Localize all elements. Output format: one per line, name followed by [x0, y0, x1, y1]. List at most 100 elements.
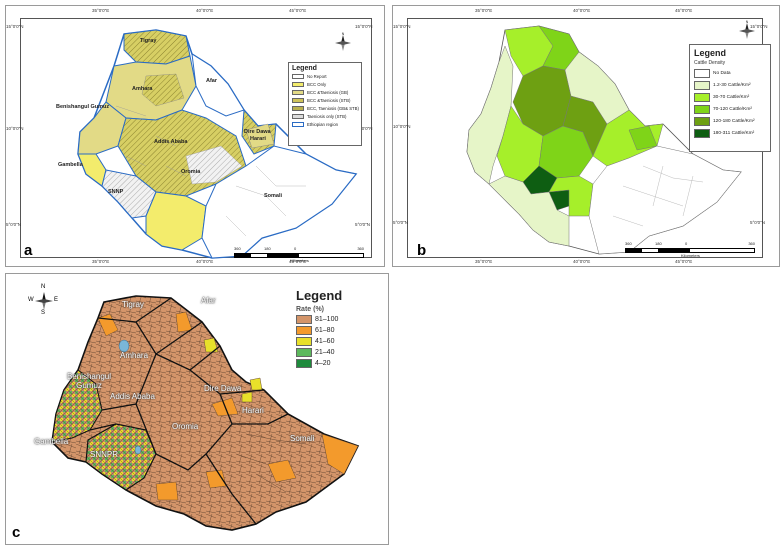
compass-a: N	[334, 32, 352, 54]
label-dire-dawa-a: Dire Dawa	[244, 129, 271, 135]
zone-yellow-1	[203, 337, 219, 353]
scale-tick-b-4: 360	[748, 241, 755, 246]
panel_b-legend-label: 180-311 Cattle/Km²	[713, 131, 755, 136]
panel_b-legend-item: 1.2-30 Cattle/Km²	[694, 81, 766, 90]
zone-orange-6	[155, 481, 179, 501]
coord-top-2-b: 40°0'0"E	[573, 8, 591, 13]
coord-top-3: 45°0'0"E	[289, 8, 307, 13]
coord-top-1: 35°0'0"E	[92, 8, 110, 13]
panel_c-legend-label: 61–80	[315, 327, 335, 334]
region-south-oromia-a	[145, 191, 207, 251]
mixed-snnpr-c	[85, 423, 157, 491]
label-snnpr-c: SNNPR	[90, 450, 119, 459]
panel_b-legend-item: 180-311 Cattle/Km²	[694, 129, 766, 138]
legend-subtitle-c: Rate (%)	[296, 306, 325, 313]
region-harari-a	[245, 123, 275, 149]
panel-letter-a: a	[24, 242, 33, 259]
panel_b-legend-swatch	[694, 69, 710, 78]
coord-right-1-b: 15°0'0"N	[750, 24, 768, 29]
panel_a-legend-item: Ethiopian region	[292, 122, 358, 127]
lake-south-c	[134, 445, 142, 455]
coord-bottom-3-b: 45°0'0"E	[675, 259, 693, 264]
compass-s-c: S	[41, 310, 46, 316]
panel_a-legend-swatch	[292, 90, 304, 95]
ethiopia-map-a	[77, 29, 358, 259]
coord-bottom-1-b: 35°0'0"E	[475, 259, 493, 264]
label-afar-c: Afar	[201, 296, 216, 305]
panel_c-legend-item: 41–60	[296, 337, 380, 346]
panel_a-legend-item: BCC, Taeniosis (GB& STB)	[292, 106, 359, 111]
panel_c-legend-item: 81–100	[296, 315, 380, 324]
map-frame-a	[20, 18, 372, 258]
zone-yellow-3	[241, 391, 253, 403]
scale-bar-a: 360 180 0 360 Kilometers	[234, 246, 364, 263]
zone-orange-2	[175, 311, 193, 333]
scale-tick-a-3: 0	[294, 246, 297, 251]
scale-tick-a-1: 360	[234, 246, 241, 251]
panel_c-legend-swatch	[296, 326, 312, 335]
label-dire-dawa-c: Dire Dawa	[204, 384, 242, 393]
label-harari-c: Harari	[242, 406, 264, 415]
coord-left-1: 15°0'0"N	[6, 24, 24, 29]
label-somali-c: Somali	[290, 434, 315, 443]
panel_a-legend-swatch	[292, 74, 304, 79]
panel_a-legend-label: No Report	[307, 74, 327, 79]
compass-b: N	[737, 20, 757, 42]
compass-c: N S E W	[28, 284, 59, 316]
coord-top-1-b: 35°0'0"E	[475, 8, 493, 13]
panel-letter-c: c	[12, 524, 21, 541]
panel_a-legend-swatch	[292, 106, 304, 111]
panel_a-legend-item: BCC Only	[292, 82, 358, 87]
coord-left-2: 10°0'0"N	[6, 126, 24, 131]
compass-e-c: E	[54, 297, 59, 303]
zone-orange-3	[321, 433, 359, 475]
map-panel-c: Tigray Afar Amhara Benishangul Gumuz Add…	[5, 273, 389, 545]
panel_b-legend-label: 70-120 Cattle/Km²	[713, 107, 752, 112]
scale-tick-b-3: 0	[685, 241, 688, 246]
panel_a-legend-item: BCC &Taeniosis (STB)	[292, 98, 358, 103]
panel_b-legend-label: No Data	[713, 71, 731, 76]
label-tigray-c: Tigray	[122, 300, 144, 309]
panel_b-legend-item: No Data	[694, 69, 766, 78]
region-snnp-a	[101, 169, 157, 219]
map-panel-a: 35°0'0"E 40°0'0"E 45°0'0"E 35°0'0"E 40°0…	[5, 5, 385, 267]
region-oromia-gray-a	[185, 145, 243, 185]
panel_a-legend-swatch	[292, 122, 304, 127]
label-oromia-c: Oromia	[172, 422, 199, 431]
panel_c-legend-swatch	[296, 348, 312, 357]
coord-top-2: 40°0'0"E	[196, 8, 214, 13]
panel_a-legend-swatch	[292, 98, 304, 103]
panel_b-legend-label: 30-70 Cattle/Km²	[713, 95, 750, 100]
panel_a-legend-label: BCC &Taeniosis (GB)	[307, 90, 349, 95]
panel_c-legend-swatch	[296, 337, 312, 346]
coord-bottom-2-b: 40°0'0"E	[573, 259, 591, 264]
coord-left-3-b: 5°0'0"N	[393, 220, 409, 225]
label-amhara-c: Amhara	[120, 351, 149, 360]
label-gambela-c: Gambella	[34, 437, 69, 446]
panel_c-legend-label: 21–40	[315, 349, 335, 356]
legend-title-a: Legend	[292, 65, 317, 72]
label-somali-a: Somali	[264, 193, 283, 199]
scale-unit-b: Kilometers	[681, 253, 700, 258]
coord-right-3: 5°0'0"N	[355, 222, 371, 227]
scale-tick-a-4: 360	[357, 246, 364, 251]
legend-c: Legend Rate (%) 81–100 61–80 41–60 21–40 4–2…	[296, 288, 380, 370]
panel_a-legend-item: No Report	[292, 74, 358, 79]
svg-text:N: N	[746, 20, 749, 24]
legend-subtitle-b: Cattle Density	[694, 60, 726, 66]
zone-south-light-b	[488, 175, 570, 247]
label-tigray-a: Tigray	[140, 38, 157, 44]
compass-w-c: W	[28, 297, 34, 303]
panel_a-legend-label: BCC &Taeniosis (STB)	[307, 98, 351, 103]
coord-right-1: 15°0'0"N	[355, 24, 373, 29]
panel_a-legend-label: BCC Only	[307, 82, 327, 87]
panel_c-legend-label: 41–60	[315, 338, 335, 345]
panel_c-legend-item: 21–40	[296, 348, 380, 357]
zone-orange-4	[267, 459, 297, 483]
label-amhara-a: Amhara	[132, 86, 153, 92]
label-oromia-a: Oromia	[181, 169, 201, 175]
scale-unit-a: Kilometers	[290, 258, 309, 263]
coord-top-3-b: 45°0'0"E	[675, 8, 693, 13]
panel_a-legend-label: Taeniosis only (STB)	[307, 114, 347, 119]
panel_a-legend-label: Ethiopian region	[307, 122, 339, 127]
